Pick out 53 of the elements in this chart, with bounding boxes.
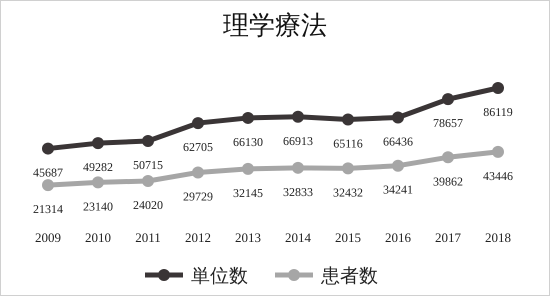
data-label: 66913 (283, 134, 313, 148)
data-label: 49282 (83, 160, 113, 174)
point (92, 137, 104, 150)
point (92, 176, 104, 188)
point (392, 111, 404, 124)
x-tick-label: 2010 (85, 230, 111, 245)
data-label: 66436 (383, 134, 413, 148)
data-label: 39862 (433, 174, 463, 188)
data-label: 32145 (233, 186, 263, 200)
legend-label: 患者数 (320, 266, 378, 287)
data-label: 32432 (333, 185, 363, 200)
x-tick-label: 2014 (285, 230, 312, 245)
data-label: 45687 (33, 166, 63, 180)
point (292, 162, 304, 174)
x-tick-label: 2009 (35, 230, 61, 245)
data-label: 66130 (233, 134, 263, 149)
data-label: 86119 (483, 105, 513, 119)
point (442, 93, 454, 106)
data-label: 78657 (433, 116, 463, 130)
x-tick-label: 2017 (435, 230, 462, 245)
legend-label: 単位数 (191, 266, 248, 287)
x-tick-label: 2013 (235, 230, 261, 245)
x-tick-label: 2018 (485, 230, 511, 245)
point (342, 162, 354, 174)
data-label: 21314 (33, 202, 63, 216)
x-tick-label: 2011 (135, 230, 161, 245)
data-label: 23140 (83, 199, 113, 214)
point (242, 162, 254, 175)
data-label: 50715 (133, 158, 163, 172)
point (192, 117, 204, 130)
data-label: 32833 (283, 184, 313, 199)
data-label: 62705 (183, 140, 213, 154)
point (292, 110, 304, 123)
point (442, 151, 454, 164)
point (42, 179, 54, 192)
data-label: 65116 (333, 136, 363, 150)
data-label: 24020 (133, 198, 163, 212)
data-label: 43446 (483, 168, 513, 183)
point (192, 166, 204, 178)
point (342, 113, 354, 126)
point (492, 82, 504, 94)
point (42, 142, 54, 155)
point (142, 135, 154, 148)
point (142, 175, 154, 188)
x-tick-label: 2015 (335, 230, 361, 245)
point (392, 160, 404, 172)
x-tick-label: 2012 (185, 230, 211, 245)
point (492, 146, 504, 158)
x-tick-label: 2016 (385, 230, 412, 245)
data-label: 34241 (383, 182, 413, 197)
data-label: 29729 (183, 189, 213, 204)
chart-title: 理学療法 (223, 11, 327, 40)
point (242, 112, 254, 124)
